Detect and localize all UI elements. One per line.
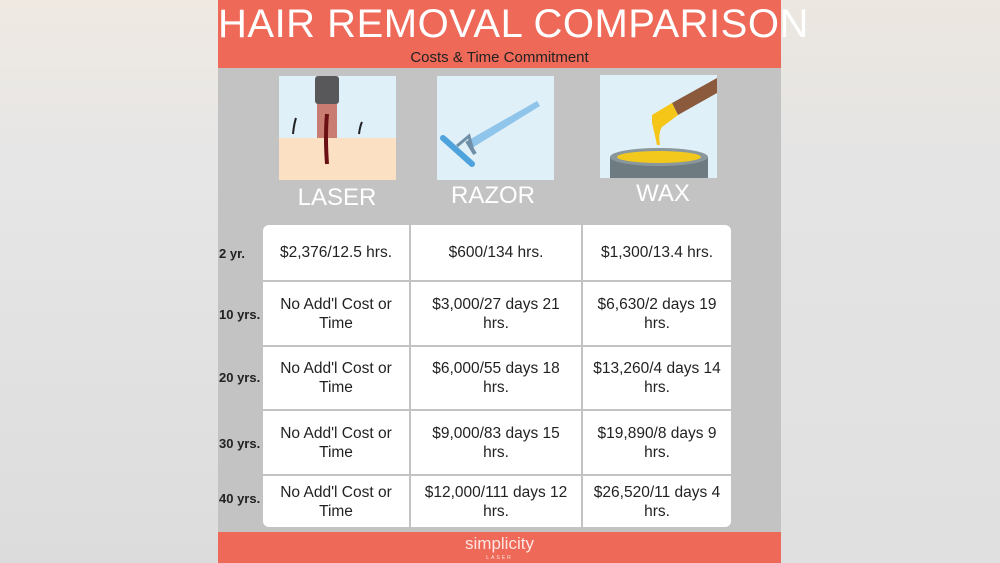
row-label: 20 yrs. — [219, 370, 261, 385]
infographic: HAIR REMOVAL COMPARISON Costs & Time Com… — [218, 0, 809, 563]
table-cell: $6,630/2 days 19 hrs. — [597, 295, 717, 332]
table-row: No Add'l Cost or Time $12,000/111 days 1… — [263, 476, 731, 527]
page-title: HAIR REMOVAL COMPARISON — [218, 2, 809, 46]
row-label: 2 yr. — [219, 246, 246, 261]
table-row: $2,376/12.5 hrs. $600/134 hrs. $1,300/13… — [263, 225, 731, 282]
table-cell: $1,300/13.4 hrs. — [600, 244, 714, 261]
table-cell: $600/134 hrs. — [411, 225, 583, 280]
blurred-background-left — [0, 0, 218, 563]
header-banner: HAIR REMOVAL COMPARISON Costs & Time Com… — [218, 0, 809, 68]
blurred-background-right — [781, 0, 1000, 563]
method-label-wax: WAX — [636, 180, 690, 207]
brand-logo: simplicity — [465, 534, 534, 553]
table-cell: $2,376/12.5 hrs. — [263, 225, 411, 280]
table-cell: No Add'l Cost or Time — [263, 347, 411, 409]
table-cell: $26,520/11 days 4 hrs. — [593, 483, 721, 520]
razor-icon — [437, 76, 554, 180]
table-cell: No Add'l Cost or Time — [263, 411, 411, 474]
footer-banner: simplicity LASER — [218, 532, 781, 563]
page-subtitle: Costs & Time Commitment — [410, 49, 589, 66]
table-cell: $19,890/8 days 9 hrs. — [597, 424, 717, 461]
method-label-laser: LASER — [297, 184, 377, 211]
table-row: No Add'l Cost or Time $6,000/55 days 18 … — [263, 347, 731, 411]
comparison-table: $2,376/12.5 hrs. $600/134 hrs. $1,300/13… — [263, 225, 731, 527]
table-cell: $6,000/55 days 18 hrs. — [411, 347, 583, 409]
table-cell: No Add'l Cost or Time — [263, 476, 411, 527]
table-cell: No Add'l Cost or Time — [263, 282, 411, 345]
table-cell: $12,000/111 days 12 hrs. — [411, 476, 583, 527]
brand-logo-subtext: LASER — [486, 555, 513, 561]
laser-icon — [279, 76, 396, 180]
table-row: No Add'l Cost or Time $9,000/83 days 15 … — [263, 411, 731, 476]
table-cell: $13,260/4 days 14 hrs. — [593, 360, 721, 396]
table-cell: $9,000/83 days 15 hrs. — [411, 411, 583, 474]
table-row: No Add'l Cost or Time $3,000/27 days 21 … — [263, 282, 731, 347]
row-label: 40 yrs. — [219, 491, 261, 506]
table-cell: $3,000/27 days 21 hrs. — [411, 282, 583, 345]
method-label-razor: RAZOR — [451, 182, 535, 209]
row-label: 30 yrs. — [219, 436, 261, 451]
row-label: 10 yrs. — [219, 307, 261, 322]
wax-icon — [600, 75, 717, 178]
